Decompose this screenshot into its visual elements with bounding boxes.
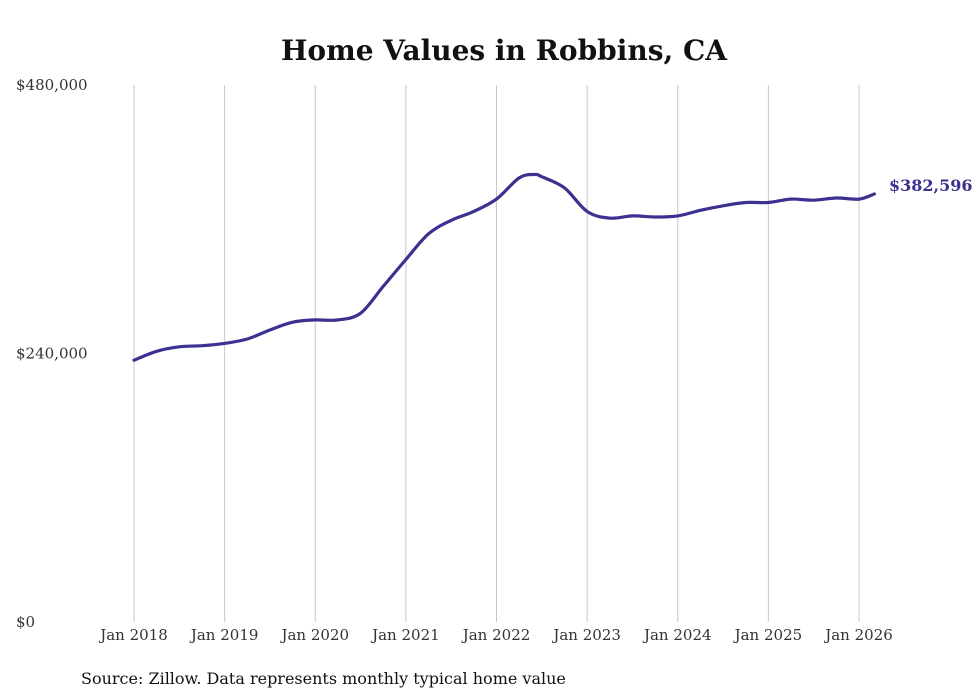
data-point xyxy=(873,193,876,196)
series-group xyxy=(132,172,876,362)
data-point xyxy=(699,209,702,212)
data-point xyxy=(533,173,536,176)
x-tick-label: Jan 2025 xyxy=(733,626,803,644)
data-point xyxy=(563,186,566,189)
x-axis-ticks: Jan 2018 Jan 2019 Jan 2020 Jan 2021 Jan 2022… xyxy=(98,626,893,644)
data-point xyxy=(450,219,453,222)
data-point xyxy=(790,198,793,201)
x-tick-label: Jan 2026 xyxy=(823,626,893,644)
data-point xyxy=(382,285,385,288)
y-tick-label: $0 xyxy=(16,613,35,631)
y-tick-label: $480,000 xyxy=(16,76,88,94)
x-tick-label: Jan 2018 xyxy=(98,626,168,644)
data-point xyxy=(178,345,181,348)
end-value-label: $382,596 xyxy=(889,176,973,195)
data-point xyxy=(291,321,294,324)
data-point xyxy=(631,214,634,217)
x-tick-label: Jan 2020 xyxy=(279,626,349,644)
x-tick-label: Jan 2024 xyxy=(642,626,712,644)
data-point xyxy=(744,201,747,204)
chart-title: Home Values in Robbins, CA xyxy=(281,34,728,67)
x-tick-label: Jan 2021 xyxy=(370,626,440,644)
data-point xyxy=(767,201,770,204)
data-point xyxy=(518,176,521,179)
data-point xyxy=(404,258,407,261)
x-tick-label: Jan 2023 xyxy=(551,626,621,644)
data-point xyxy=(314,318,317,321)
data-point xyxy=(676,214,679,217)
data-point xyxy=(155,350,158,353)
data-point xyxy=(201,344,204,347)
data-point xyxy=(812,199,815,202)
data-point xyxy=(268,329,271,332)
data-point xyxy=(540,175,543,178)
data-point xyxy=(495,198,498,201)
y-axis-ticks: $0 $240,000 $480,000 xyxy=(16,76,88,631)
data-point xyxy=(427,232,430,235)
data-point xyxy=(654,216,657,219)
data-point xyxy=(472,210,475,213)
data-point xyxy=(133,359,136,362)
data-point xyxy=(336,318,339,321)
data-point xyxy=(223,342,226,345)
grid-lines xyxy=(133,85,860,622)
data-point xyxy=(608,217,611,220)
source-note: Source: Zillow. Data represents monthly … xyxy=(81,669,566,688)
data-point xyxy=(858,198,861,201)
data-point xyxy=(246,338,249,341)
data-point xyxy=(586,210,589,213)
y-tick-label: $240,000 xyxy=(16,345,88,363)
x-tick-label: Jan 2019 xyxy=(189,626,259,644)
data-point xyxy=(359,312,362,315)
series-line xyxy=(132,172,876,362)
data-point xyxy=(722,204,725,207)
data-point xyxy=(835,197,838,200)
x-tick-label: Jan 2022 xyxy=(461,626,531,644)
